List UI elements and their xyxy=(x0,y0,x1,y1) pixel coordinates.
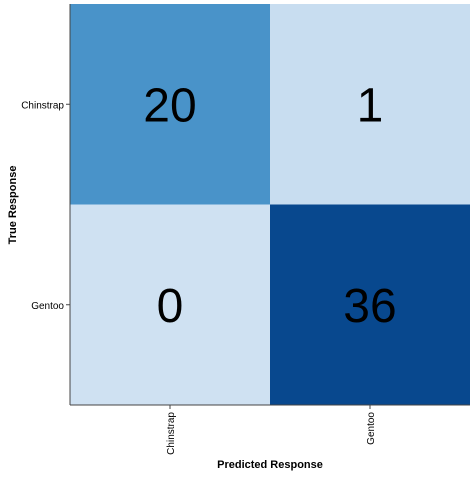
cell-value-label-0-1: 1 xyxy=(357,79,384,132)
heatmap-cell-0-0 xyxy=(70,4,270,205)
heatmap-cell-labels: 20 1 0 36 xyxy=(143,79,396,333)
y-tick-label-1: Gentoo xyxy=(31,301,64,312)
heatmap-axes xyxy=(69,4,470,406)
heatmap-cell-1-0 xyxy=(70,204,270,405)
x-axis-title: Predicted Response xyxy=(217,459,323,471)
heatmap-ticks: Chinstrap Gentoo Chinstrap Gentoo xyxy=(21,100,377,455)
cell-value-label-0-0: 20 xyxy=(143,79,196,132)
x-tick-label-1: Gentoo xyxy=(366,412,377,445)
y-tick-label-0: Chinstrap xyxy=(21,100,64,111)
x-tick-label-0: Chinstrap xyxy=(166,412,177,455)
heatmap-cell-0-1 xyxy=(270,4,470,205)
cell-value-label-1-0: 0 xyxy=(157,280,184,333)
heatmap-cells xyxy=(70,4,470,405)
heatmap-cell-1-1 xyxy=(270,204,470,405)
cell-value-label-1-1: 36 xyxy=(343,280,396,333)
y-axis-title: True Response xyxy=(7,166,19,245)
